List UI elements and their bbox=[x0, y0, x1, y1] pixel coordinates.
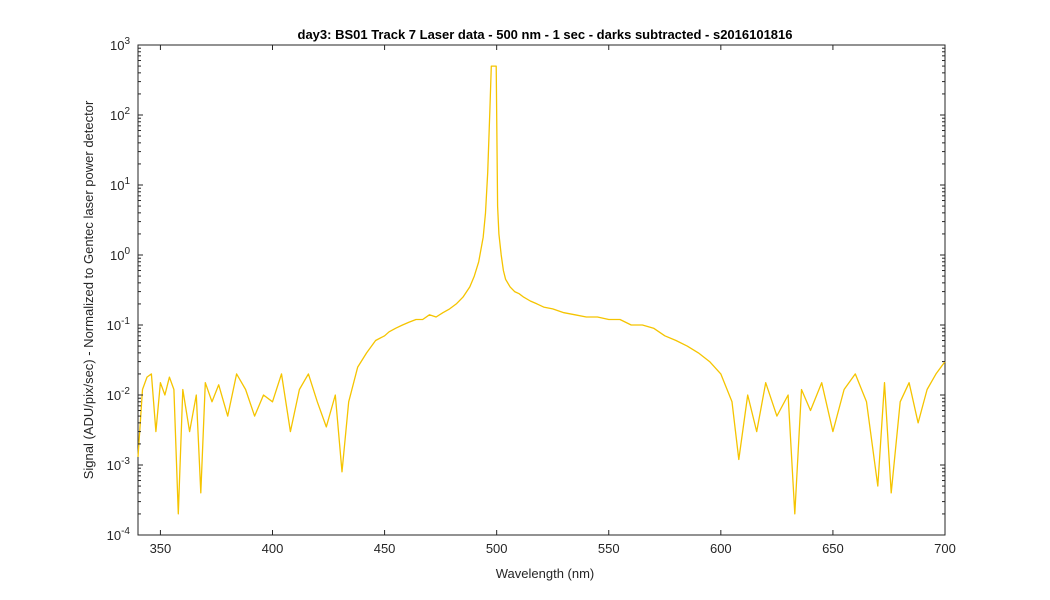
x-tick-label: 650 bbox=[822, 541, 844, 556]
x-tick-label: 550 bbox=[598, 541, 620, 556]
x-tick-label: 500 bbox=[486, 541, 508, 556]
y-tick-label: 10-3 bbox=[107, 456, 131, 473]
series-layer bbox=[137, 65, 946, 515]
plot-area bbox=[137, 44, 946, 536]
x-tick-label: 700 bbox=[934, 541, 956, 556]
y-tick-label: 102 bbox=[110, 106, 130, 123]
axes-frame bbox=[137, 44, 946, 536]
y-tick-label: 100 bbox=[110, 246, 130, 263]
x-axis-label: Wavelength (nm) bbox=[496, 566, 595, 581]
series-line-0 bbox=[137, 65, 946, 515]
y-tick-label: 10-4 bbox=[107, 526, 131, 543]
y-tick-label: 103 bbox=[110, 36, 130, 53]
x-tick-label: 600 bbox=[710, 541, 732, 556]
ticks-layer: 350 400 450 500 550 600 650 700 10-4 10-3 10-2 10-1… bbox=[107, 36, 956, 556]
chart-title: day3: BS01 Track 7 Laser data - 500 nm -… bbox=[298, 27, 793, 42]
y-axis-label: Signal (ADU/pix/sec) - Normalized to Gen… bbox=[81, 100, 96, 479]
x-tick-label: 450 bbox=[374, 541, 396, 556]
y-tick-label: 101 bbox=[110, 176, 130, 193]
y-tick-label: 10-1 bbox=[107, 316, 131, 333]
y-tick-label: 10-2 bbox=[107, 386, 131, 403]
x-tick-label: 400 bbox=[262, 541, 284, 556]
x-tick-label: 350 bbox=[150, 541, 172, 556]
